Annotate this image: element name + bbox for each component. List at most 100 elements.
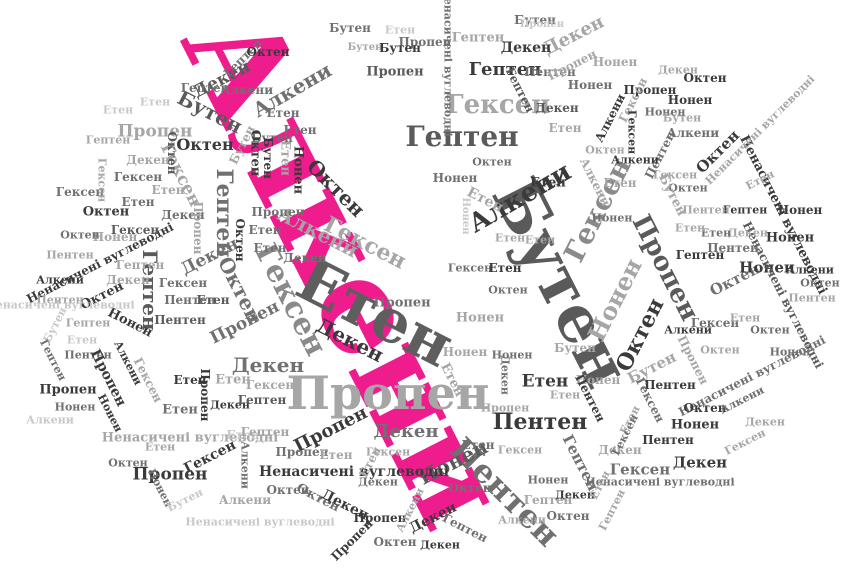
word-deken: Декен xyxy=(210,398,250,412)
word-buten: Бутен xyxy=(261,137,275,179)
word-nonen: Нонен xyxy=(92,230,138,244)
word-eten: Етен xyxy=(674,221,706,235)
word-propen: Пропен xyxy=(373,295,431,311)
word-eten: Етен xyxy=(384,23,416,37)
word-alkeny: Алкени xyxy=(786,263,834,277)
word-hepten: Гептен xyxy=(523,493,573,507)
word-eten: Етен xyxy=(603,176,637,190)
word-nenasycheni: Ненасичені вуглеводні xyxy=(101,430,279,446)
word-eten: Етен xyxy=(548,121,582,135)
word-nonen: Нонен xyxy=(455,310,505,326)
word-hepten: Гептен xyxy=(722,203,768,217)
word-nonen: Нонен xyxy=(777,203,823,217)
word-eten: Етен xyxy=(488,261,522,275)
word-heksen: Гексен xyxy=(609,460,671,479)
word-okten: Октен xyxy=(108,456,148,470)
word-pentyen: Пентен xyxy=(36,293,84,307)
word-hepten: Гептен xyxy=(85,133,131,147)
word-eten: Етен xyxy=(144,440,176,454)
word-hepten: Гептен xyxy=(180,81,230,95)
word-deken: Декен xyxy=(745,415,785,429)
word-propen: Пропен xyxy=(519,19,565,30)
word-nenasycheni: Ненасичені вуглеводні xyxy=(185,515,335,529)
word-nonen: Нонен xyxy=(765,230,815,246)
word-heksen: Гексен xyxy=(158,276,208,290)
word-nonen: Нонен xyxy=(591,211,633,225)
word-buten: Бутен xyxy=(347,42,383,53)
word-buten: Бутен xyxy=(662,111,702,125)
word-eten: Етен xyxy=(66,333,98,347)
word-alkeny: Алкени xyxy=(238,441,252,489)
word-nonen: Нонен xyxy=(567,78,613,92)
word-nenasycheni: Ненасичені вуглеводні xyxy=(441,0,455,137)
word-deken: Декен xyxy=(598,443,642,457)
word-alkeny: Алкени xyxy=(36,273,84,287)
word-heksen: Гексен xyxy=(113,170,163,184)
word-alkeny: Алкени xyxy=(666,126,720,140)
word-deken: Декен xyxy=(498,355,512,395)
word-nenasycheni: Ненасичені вуглеводні xyxy=(259,464,449,480)
word-propen: Пропен xyxy=(275,445,329,459)
word-nonen: Нонен xyxy=(667,93,713,107)
word-propen: Пропен xyxy=(480,401,530,415)
word-okten: Октен xyxy=(176,135,234,154)
word-okten: Октен xyxy=(233,218,247,262)
word-alkeny: Алкени xyxy=(220,83,274,97)
word-heksen: Гексен xyxy=(55,185,105,199)
word-alkeny: Алкени xyxy=(218,493,272,507)
word-buten: Бутен xyxy=(514,13,556,27)
word-pentyen: Пентен xyxy=(154,313,206,327)
word-nonen: Нонен xyxy=(442,345,488,359)
word-eten: Етен xyxy=(151,183,185,197)
word-deken: Декен xyxy=(126,153,170,167)
word-hepten: Гептен xyxy=(675,248,725,262)
word-nonen: Нонен xyxy=(769,345,811,359)
word-eten: Етен xyxy=(248,223,282,237)
word-buten: Бутен xyxy=(554,341,596,355)
word-eten: Етен xyxy=(162,402,198,418)
word-eten: Етен xyxy=(277,140,293,176)
word-okten: Октен xyxy=(82,204,130,220)
word-pentyen: Пентен xyxy=(642,433,694,447)
word-eten: Етен xyxy=(253,241,287,255)
word-alkeny: Алкени xyxy=(26,413,74,427)
word-heksen: Гексен xyxy=(365,445,411,459)
word-pentyen: Пентен xyxy=(644,378,696,392)
word-deken: Декен xyxy=(283,251,327,265)
word-pentyen: Пентен xyxy=(707,241,759,255)
word-propen: Пропен xyxy=(353,511,407,525)
word-propen: Пропен xyxy=(132,464,208,485)
word-hepten: Гептен xyxy=(451,30,505,46)
word-okten: Октен xyxy=(266,483,310,497)
word-propen: Пропен xyxy=(623,83,677,97)
word-heksen: Гексен xyxy=(557,152,638,268)
word-heksen: Гексен xyxy=(445,90,551,120)
word-propen: Пропен xyxy=(328,516,376,564)
word-deken: Декен xyxy=(672,453,728,472)
word-alkeny: Алкени xyxy=(611,153,659,167)
word-okten: Октен xyxy=(683,71,727,85)
word-okten: Октен xyxy=(247,129,263,177)
word-alkeny: Алкени xyxy=(498,513,546,527)
word-pentyen: Пентен xyxy=(682,203,730,217)
word-okten: Октен xyxy=(448,481,492,495)
word-eten: Етен xyxy=(283,123,317,137)
word-propen: Пропен xyxy=(117,121,193,142)
word-pentyen: Пентен xyxy=(164,293,216,307)
word-okten: Октен xyxy=(668,181,708,195)
word-eten: Етен xyxy=(121,195,155,209)
word-alkeny: Алкени xyxy=(664,323,712,337)
word-eten: Етен xyxy=(266,106,300,120)
word-deken: Декен xyxy=(555,488,595,502)
word-eten: Етен xyxy=(196,293,230,307)
word-hepten: Гептен xyxy=(240,425,290,439)
word-okten: Октен xyxy=(165,131,179,175)
word-heksen: Гексен xyxy=(447,261,493,275)
word-hepten: Гептен xyxy=(405,120,519,153)
word-okten: Октен xyxy=(750,323,790,337)
word-pentyen: Пентен xyxy=(64,348,112,362)
word-deken: Декен xyxy=(728,226,768,240)
word-heksen: Гексен xyxy=(497,443,543,457)
word-deken: Декен xyxy=(420,538,460,552)
